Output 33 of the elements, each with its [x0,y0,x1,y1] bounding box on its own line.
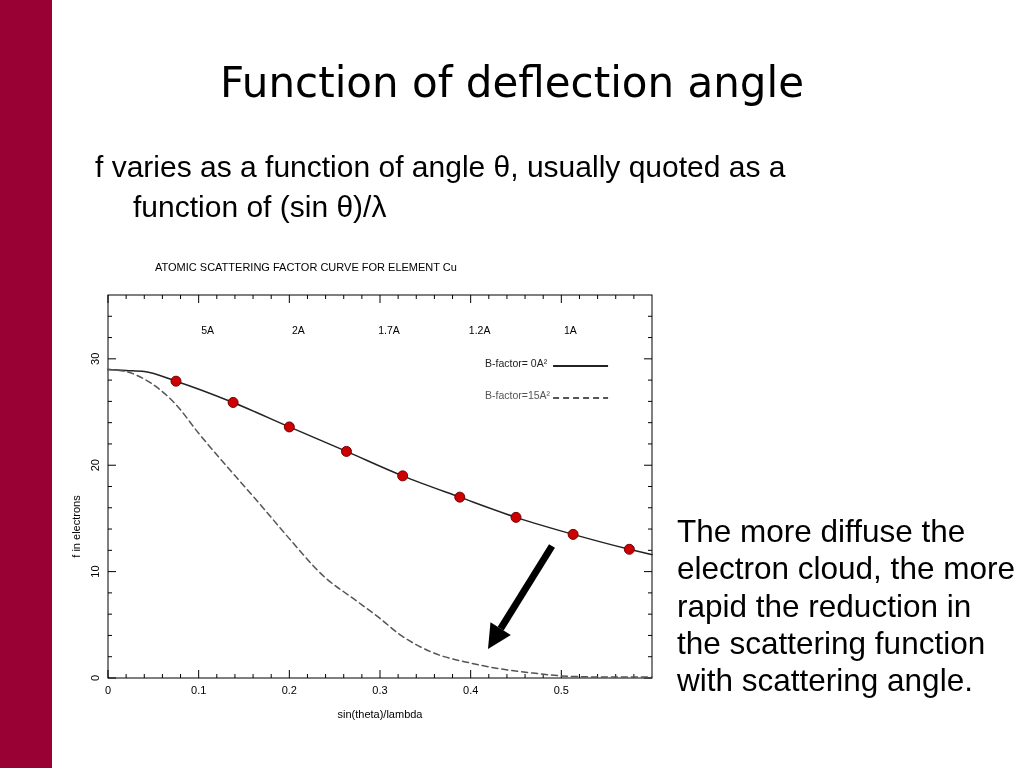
x-tick-label: 0.3 [372,684,388,696]
text: ATOMIC SCATTERING FACTOR CURVE FOR ELEMENT Cu [155,261,457,273]
y-tick-label: 0 [89,674,101,682]
line-series [107,368,653,678]
chart-subtitle: f varies as a function of angle θ, usually quoted as a function of (sin θ)/λ [95,150,786,223]
x-tick-label: 0.4 [463,684,479,696]
x-tick-label: 0.1 [191,684,207,696]
y-tick-label: 30 [89,352,101,365]
point [454,491,466,503]
y-tick-label: 10 [89,565,101,578]
x-tick-label: 0.2 [281,684,297,696]
y-axis-title: f in electrons [70,494,82,558]
x-axis-title: sin(theta)/lambda [337,708,424,720]
text: B-factor=15A² [485,389,551,401]
text: The more diffuse the electron cloud, the more rapid the reduction in the scattering function with scattering angle. [676,513,1015,699]
point [170,375,182,387]
annotation: 1A [563,324,577,336]
annotation: 2A [291,324,305,336]
point [567,528,579,540]
point [227,396,239,408]
y-tick-label: 20 [89,459,101,472]
point [340,445,352,457]
annotation: 1.7A [378,324,400,336]
annotation: 5A [201,324,215,336]
text: B-factor= 0A² [485,357,548,369]
point [510,511,522,523]
chart-title: Function of deflection angle [219,58,805,107]
point [283,421,295,433]
x-tick-label: 0.5 [553,684,569,696]
point [623,543,635,555]
annotation: 1.2A [468,324,491,336]
x-tick-label: 0 [104,684,112,696]
point [397,470,409,482]
